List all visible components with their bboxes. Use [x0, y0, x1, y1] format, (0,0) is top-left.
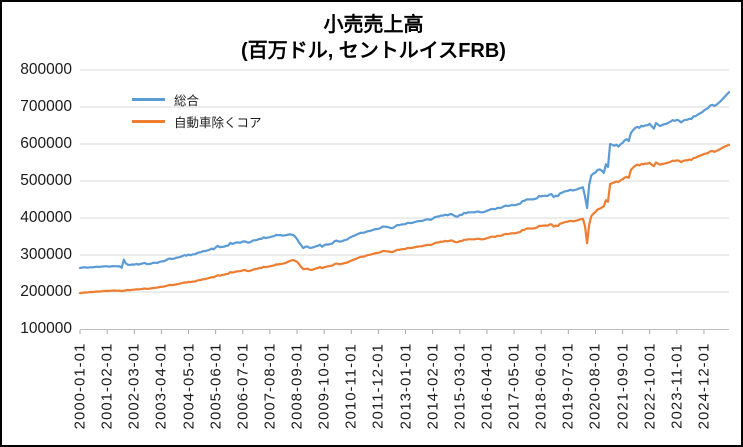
- y-tick-label: 700000: [20, 98, 72, 115]
- legend-line-swatch-total: [132, 97, 165, 101]
- x-tick-label: 2024-12-01: [695, 342, 713, 430]
- y-tick-label: 400000: [20, 209, 72, 226]
- legend-item-total: 総合: [132, 88, 262, 110]
- chart-title-line1: 小売売上高: [323, 14, 424, 36]
- x-tick-label: 2009-10-01: [315, 342, 333, 430]
- legend-label-core: 自動車除くコア: [174, 115, 262, 130]
- y-tick-label: 800000: [20, 61, 72, 78]
- x-tick-label: 2010-11-01: [342, 343, 360, 429]
- x-tick-label: 2002-03-01: [125, 342, 143, 430]
- x-tick-label: 2006-07-01: [234, 342, 252, 430]
- series-line-total: [78, 91, 731, 269]
- x-tick-label: 2000-01-01: [71, 342, 89, 430]
- legend: 総合 自動車除くコア: [132, 88, 262, 132]
- x-tick-label: 2014-02-01: [424, 342, 442, 430]
- legend-label-total: 総合: [174, 93, 200, 108]
- legend-item-core: 自動車除くコア: [132, 110, 262, 132]
- y-tick-label: 200000: [20, 283, 72, 300]
- x-tick-label: 2015-03-01: [451, 342, 469, 430]
- y-tick-label: 100000: [20, 320, 72, 337]
- x-tick-label: 2008-09-01: [288, 342, 306, 430]
- chart-title-line2: (百万ドル, セントルイスFRB): [241, 40, 506, 62]
- legend-line-swatch-core: [132, 119, 165, 123]
- x-tick-label: 2018-06-01: [532, 342, 550, 430]
- x-tick-label: 2001-02-01: [98, 342, 116, 430]
- series-line-core: [78, 143, 731, 295]
- x-tick-label: 2019-07-01: [559, 342, 577, 430]
- x-tick-label: 2020-08-01: [586, 342, 604, 430]
- x-tick-label: 2021-09-01: [614, 342, 632, 430]
- x-tick-label: 2003-04-01: [152, 342, 170, 430]
- y-tick-label: 600000: [20, 135, 72, 152]
- y-tick-label: 500000: [20, 172, 72, 189]
- x-tick-label: 2016-04-01: [478, 342, 496, 430]
- x-tick-label: 2007-08-01: [261, 342, 279, 430]
- x-tick-label: 2005-06-01: [207, 342, 225, 430]
- x-tick-label: 2017-05-01: [505, 342, 523, 430]
- x-tick-label: 2023-11-01: [668, 343, 686, 429]
- x-tick-label: 2022-10-01: [641, 342, 659, 430]
- x-tick-label: 2004-05-01: [180, 342, 197, 430]
- x-tick-label: 2013-01-01: [397, 342, 415, 430]
- y-tick-label: 300000: [20, 246, 72, 263]
- chart-title: 小売売上高 (百万ドル, セントルイスFRB): [2, 12, 741, 64]
- x-tick-label: 2011-12-01: [369, 343, 387, 429]
